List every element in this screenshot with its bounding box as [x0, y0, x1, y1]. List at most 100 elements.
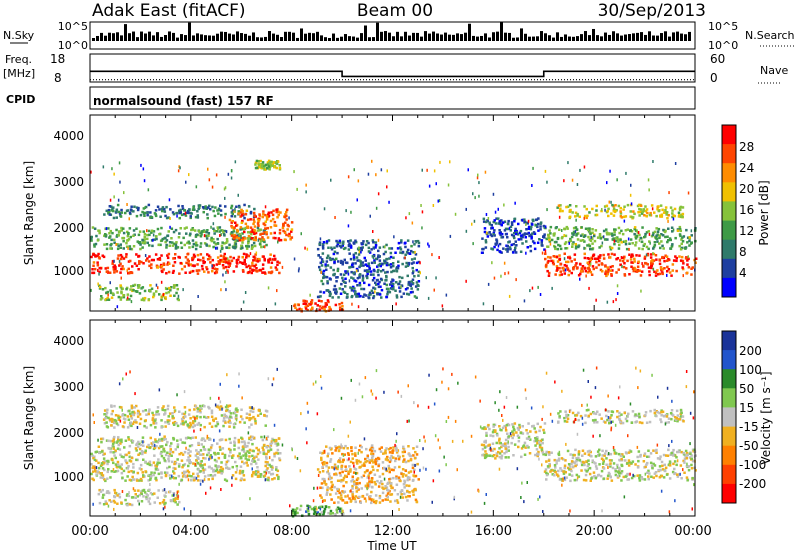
scatter-speck	[549, 242, 552, 246]
scatter-cell	[149, 423, 153, 427]
scatter-speck	[216, 246, 219, 250]
scatter-cell	[258, 213, 261, 216]
scatter-cell	[340, 511, 344, 515]
scatter-cell	[269, 253, 272, 256]
scatter-cell	[305, 300, 308, 303]
scatter-cell	[113, 271, 116, 274]
scatter-cell	[666, 265, 669, 269]
nsky-bar	[532, 36, 535, 41]
scatter-cell	[351, 294, 354, 298]
scatter-cell	[650, 264, 653, 267]
scatter-cell	[500, 232, 504, 236]
scatter-cell	[265, 414, 268, 418]
scatter-cell	[268, 445, 272, 449]
scatter-speck	[428, 244, 430, 248]
scatter-cell	[143, 235, 146, 239]
scatter-cell	[255, 471, 259, 475]
scatter-cell	[590, 273, 594, 276]
scatter-cell	[172, 423, 176, 426]
scatter-cell	[225, 460, 229, 464]
scatter-cell	[374, 244, 378, 247]
nsky-bar	[356, 37, 359, 41]
scatter-cell	[175, 284, 179, 287]
scatter-cell	[682, 262, 685, 265]
scatter-speck	[126, 269, 128, 273]
scatter-cell	[366, 484, 370, 487]
scatter-cell	[158, 461, 161, 465]
scatter-cell	[612, 214, 616, 217]
scatter-cell	[255, 446, 258, 450]
scatter-cell	[133, 283, 137, 287]
scatter-cell	[220, 213, 223, 217]
scatter-cell	[495, 454, 499, 458]
scatter-speck	[649, 241, 651, 245]
scatter-cell	[266, 435, 270, 438]
scatter-cell	[580, 226, 583, 229]
scatter-cell	[641, 247, 644, 251]
scatter-cell	[223, 456, 227, 459]
scatter-cell	[360, 475, 364, 479]
scatter-cell	[223, 413, 226, 416]
scatter-cell	[114, 491, 117, 495]
scatter-cell	[206, 416, 210, 419]
scatter-cell	[181, 465, 184, 469]
scatter-cell	[111, 420, 114, 423]
scatter-cell	[174, 448, 177, 451]
scatter-cell	[554, 273, 557, 276]
scatter-cell	[347, 453, 350, 456]
scatter-cell	[256, 260, 260, 263]
scatter-cell	[145, 496, 148, 499]
scatter-cell	[614, 473, 618, 477]
scatter-cell	[374, 494, 378, 497]
scatter-cell	[119, 466, 122, 469]
scatter-cell	[507, 435, 511, 438]
scatter-cell	[277, 210, 280, 214]
scatter-cell	[234, 221, 237, 224]
scatter-cell	[187, 240, 190, 243]
scatter-speck	[155, 283, 158, 287]
scatter-cell	[623, 215, 626, 219]
scatter-cell	[261, 164, 265, 167]
nsky-bar	[660, 33, 663, 41]
scatter-cell	[174, 497, 177, 500]
colorbar-swatch	[722, 125, 736, 145]
scatter-cell	[178, 452, 181, 456]
nsky-bar	[496, 31, 499, 41]
scatter-cell	[343, 453, 346, 456]
scatter-cell	[523, 453, 527, 456]
scatter-cell	[255, 267, 258, 270]
scatter-cell	[173, 406, 176, 409]
scatter-cell	[187, 209, 190, 213]
nsky-bar	[240, 33, 243, 41]
scatter-cell	[343, 258, 346, 262]
scatter-cell	[398, 280, 402, 283]
scatter-cell	[322, 241, 326, 244]
scatter-cell	[321, 452, 324, 455]
scatter-speck	[415, 240, 417, 244]
scatter-speck	[504, 272, 506, 276]
scatter-cell	[148, 488, 151, 492]
scatter-speck	[111, 167, 113, 171]
scatter-cell	[385, 263, 389, 267]
scatter-cell	[365, 275, 369, 278]
scatter-cell	[156, 496, 159, 499]
scatter-cell	[326, 254, 330, 257]
scatter-cell	[265, 452, 268, 456]
scatter-cell	[193, 229, 197, 232]
scatter-cell	[586, 464, 590, 468]
scatter-cell	[584, 269, 588, 273]
scatter-cell	[167, 252, 171, 256]
scatter-cell	[112, 268, 116, 271]
scatter-cell	[366, 456, 369, 459]
scatter-cell	[628, 461, 631, 464]
scatter-cell	[135, 449, 138, 452]
scatter-cell	[112, 206, 115, 209]
scatter-cell	[215, 468, 219, 471]
scatter-cell	[146, 233, 149, 237]
scatter-cell	[667, 268, 671, 271]
scatter-cell	[248, 418, 251, 422]
scatter-cell	[507, 423, 511, 427]
scatter-cell	[368, 497, 371, 501]
nsky-bar	[276, 34, 279, 41]
scatter-cell	[577, 274, 581, 277]
